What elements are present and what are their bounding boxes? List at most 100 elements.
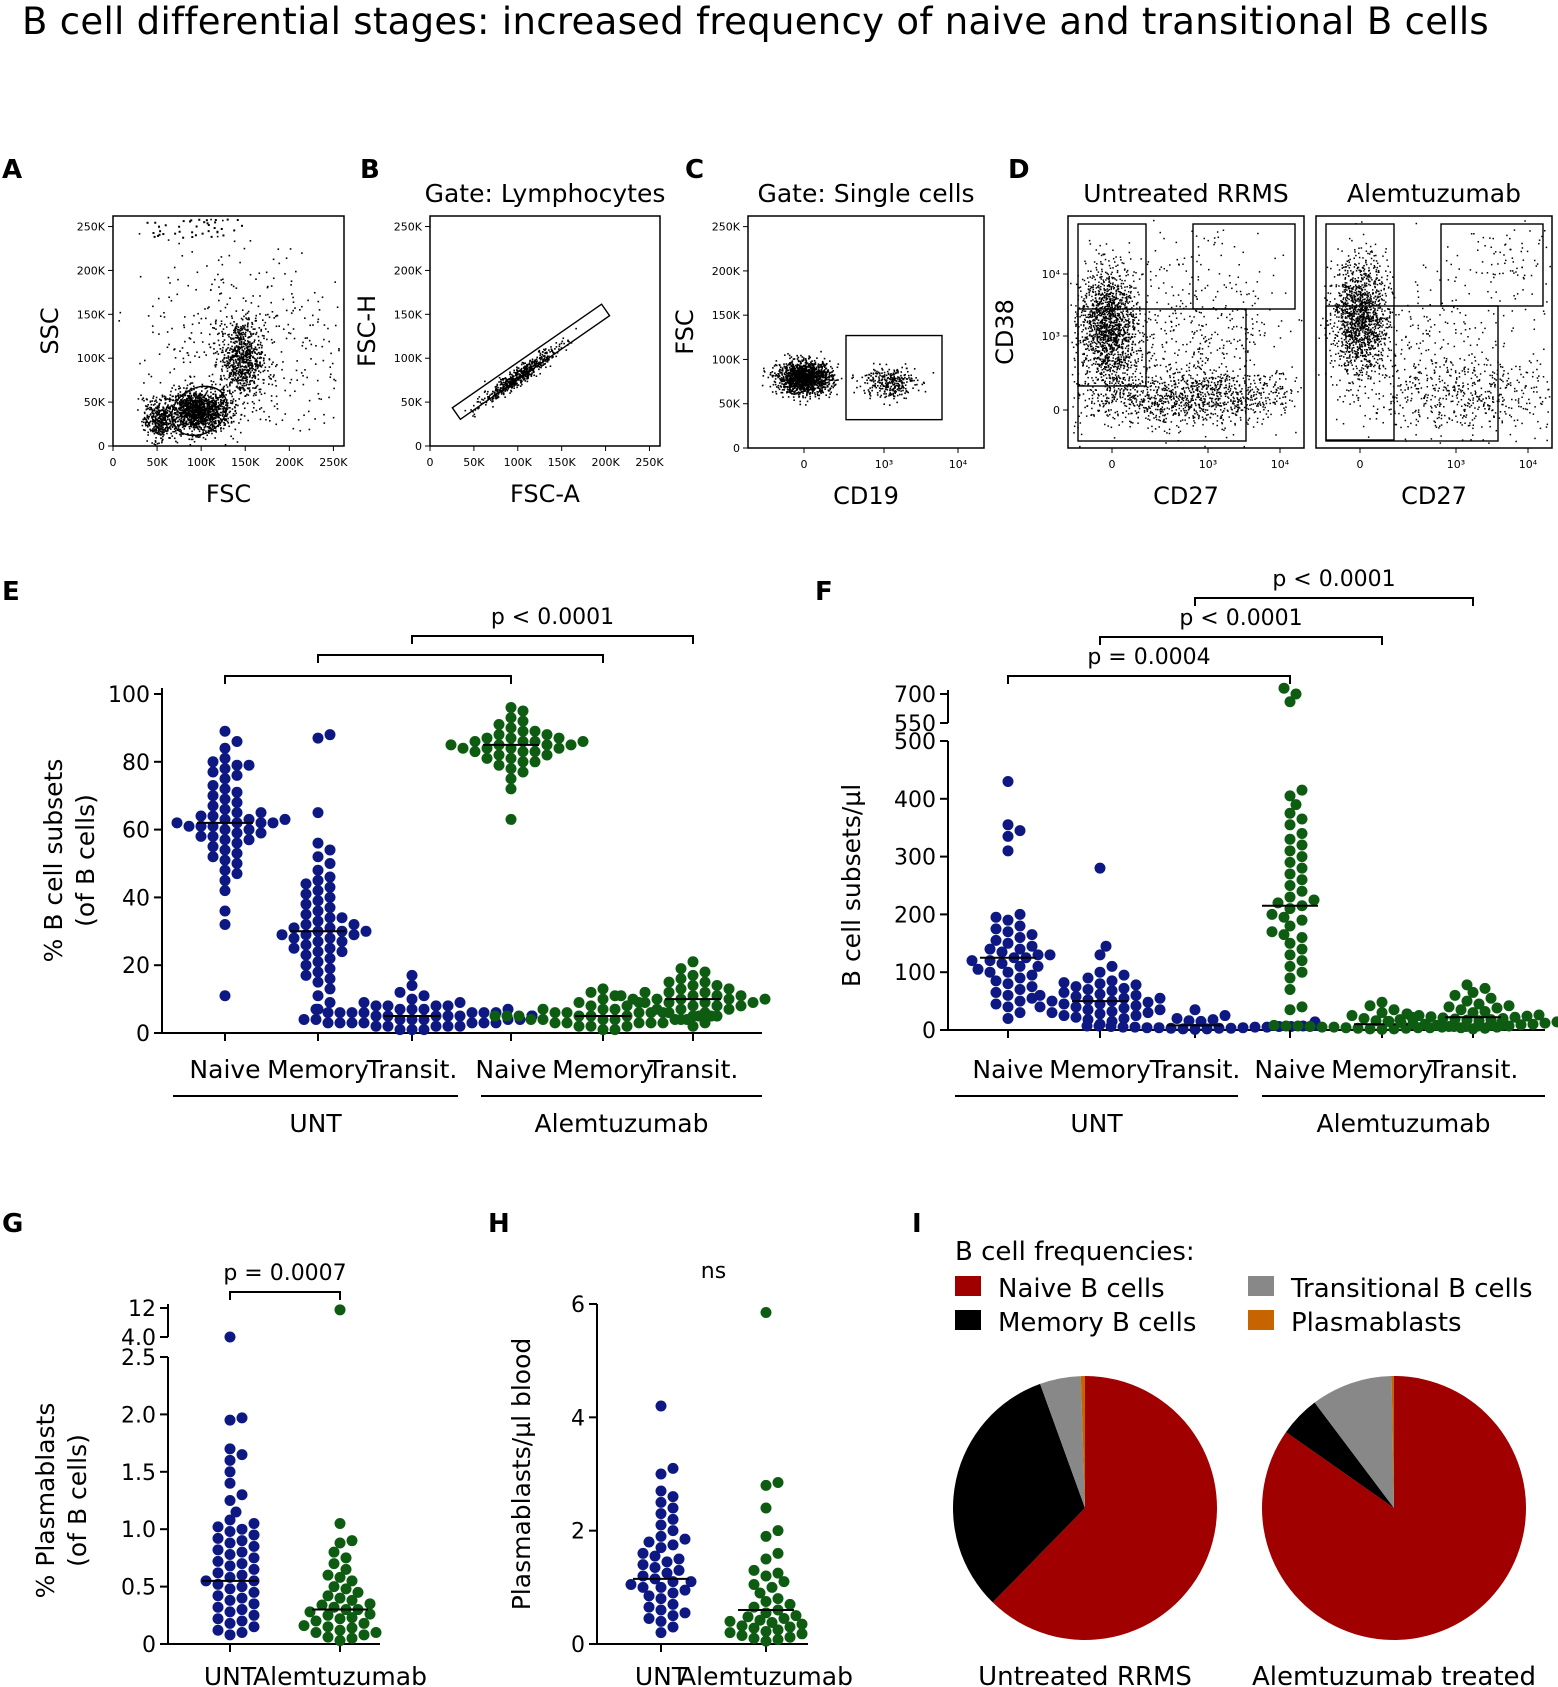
event-dot bbox=[809, 384, 812, 386]
y-tick-label: 250K bbox=[712, 221, 741, 234]
event-dot bbox=[497, 389, 499, 391]
event-dot bbox=[537, 362, 539, 365]
event-dot bbox=[213, 417, 216, 419]
event-dot bbox=[541, 358, 543, 360]
event-dot bbox=[250, 333, 252, 336]
event-dot bbox=[209, 396, 211, 399]
event-dot bbox=[154, 400, 156, 403]
event-dot bbox=[257, 344, 259, 346]
event-dot bbox=[161, 440, 163, 442]
event-dot bbox=[243, 368, 245, 371]
event-dot bbox=[791, 380, 794, 383]
event-dot bbox=[548, 355, 550, 358]
panel-letter: A bbox=[2, 155, 22, 185]
event-dot bbox=[210, 235, 213, 238]
event-dot bbox=[496, 383, 499, 386]
event-dot bbox=[792, 382, 795, 384]
event-dot bbox=[785, 363, 788, 365]
event-dot bbox=[161, 421, 163, 424]
y-tick-label: 100K bbox=[394, 352, 423, 365]
event-dot bbox=[473, 404, 475, 407]
event-dot bbox=[541, 356, 543, 359]
event-dot bbox=[223, 356, 226, 359]
event-dot bbox=[775, 360, 778, 362]
event-dot bbox=[808, 378, 810, 381]
event-dot bbox=[174, 429, 177, 432]
event-dot bbox=[233, 356, 235, 358]
event-dot bbox=[799, 363, 802, 365]
event-dot bbox=[191, 415, 194, 417]
event-dot bbox=[203, 351, 206, 353]
event-dot bbox=[167, 276, 170, 279]
event-dot bbox=[509, 385, 511, 388]
event-dot bbox=[784, 383, 787, 385]
event-dot bbox=[182, 420, 185, 423]
event-dot bbox=[166, 398, 169, 400]
event-dot bbox=[783, 383, 786, 385]
event-dot bbox=[211, 413, 214, 415]
event-dot bbox=[291, 293, 293, 295]
event-dot bbox=[239, 261, 241, 264]
event-dot bbox=[231, 317, 234, 319]
event-dot bbox=[506, 382, 508, 385]
event-dot bbox=[220, 351, 223, 354]
event-dot bbox=[798, 366, 801, 369]
event-dot bbox=[154, 417, 157, 419]
event-dot bbox=[516, 366, 518, 369]
event-dot bbox=[196, 407, 199, 410]
event-dot bbox=[252, 333, 254, 335]
event-dot bbox=[327, 327, 329, 330]
event-dot bbox=[792, 393, 794, 395]
event-dot bbox=[822, 362, 825, 364]
event-dot bbox=[178, 418, 181, 421]
event-dot bbox=[167, 423, 170, 426]
event-dot bbox=[236, 369, 238, 372]
event-dot bbox=[229, 347, 232, 350]
event-dot bbox=[247, 362, 249, 364]
event-dot bbox=[220, 401, 223, 404]
event-dot bbox=[245, 366, 248, 369]
event-dot bbox=[152, 429, 154, 432]
event-dot bbox=[812, 371, 815, 374]
event-dot bbox=[254, 377, 257, 380]
event-dot bbox=[229, 358, 232, 361]
event-dot bbox=[246, 356, 248, 359]
event-dot bbox=[193, 406, 196, 409]
event-dot bbox=[216, 405, 218, 408]
event-dot bbox=[180, 433, 183, 435]
event-dot bbox=[292, 427, 295, 430]
event-dot bbox=[283, 377, 285, 380]
event-dot bbox=[230, 371, 232, 374]
event-dot bbox=[804, 390, 807, 392]
event-dot bbox=[169, 420, 172, 423]
event-dot bbox=[825, 373, 828, 376]
event-dot bbox=[194, 399, 197, 401]
event-dot bbox=[799, 360, 802, 363]
event-dot bbox=[526, 374, 529, 376]
event-dot bbox=[221, 405, 224, 408]
event-dot bbox=[164, 428, 167, 430]
event-dot bbox=[509, 371, 511, 374]
event-dot bbox=[213, 414, 215, 417]
event-dot bbox=[538, 349, 541, 352]
event-dot bbox=[306, 337, 309, 339]
event-dot bbox=[220, 377, 222, 379]
event-dot bbox=[198, 218, 201, 221]
event-dot bbox=[212, 352, 215, 355]
event-dot bbox=[196, 411, 199, 414]
event-dot bbox=[244, 374, 247, 376]
event-dot bbox=[815, 368, 818, 370]
event-dot bbox=[249, 389, 251, 392]
event-dot bbox=[162, 438, 164, 441]
event-dot bbox=[194, 234, 197, 237]
event-dot bbox=[154, 403, 156, 405]
event-dot bbox=[252, 368, 255, 370]
event-dot bbox=[161, 395, 164, 398]
event-dot bbox=[830, 375, 833, 378]
event-dot bbox=[796, 388, 798, 390]
event-dot bbox=[312, 324, 314, 326]
event-dot bbox=[524, 365, 526, 368]
event-dot bbox=[799, 369, 802, 372]
event-dot bbox=[255, 365, 257, 368]
event-dot bbox=[516, 368, 518, 371]
